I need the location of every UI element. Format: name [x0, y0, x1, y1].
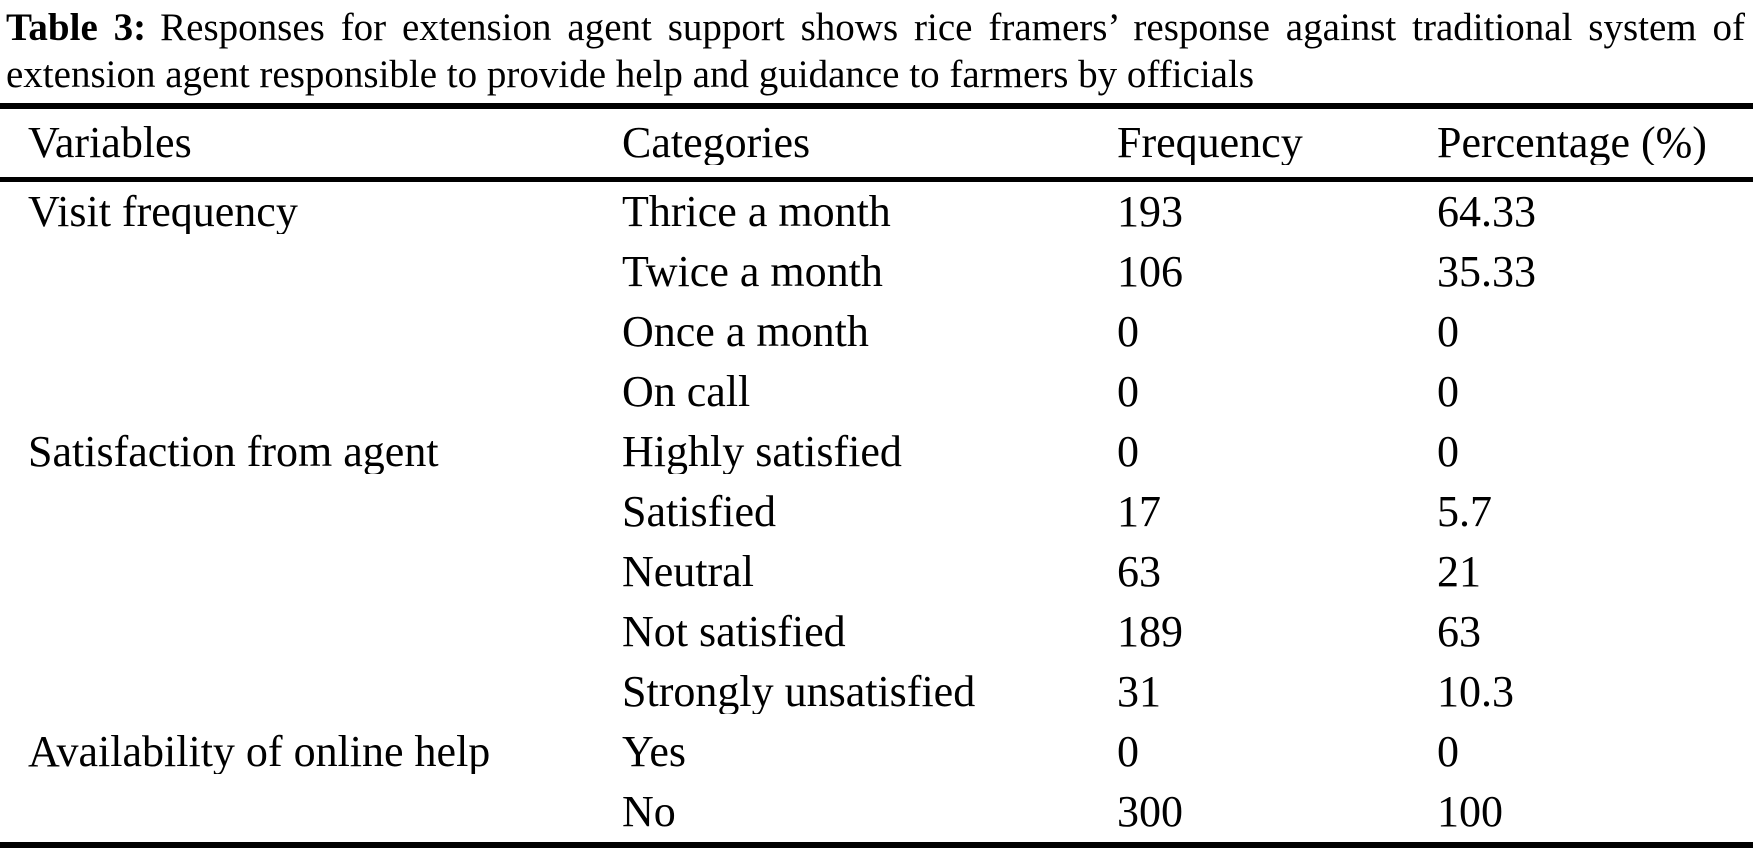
table-row: Twice a month 106 35.33 [0, 242, 1753, 302]
percentage-cell: 0 [1437, 730, 1459, 774]
frequency-cell: 193 [1117, 190, 1183, 234]
frequency-cell: 0 [1117, 430, 1139, 474]
percentage-cell: 10.3 [1437, 670, 1514, 714]
category-cell: Yes [622, 730, 687, 774]
frequency-cell: 106 [1117, 250, 1183, 294]
category-cell: Satisfied [622, 490, 776, 534]
table-row: Once a month 0 0 [0, 302, 1753, 362]
column-header-categories: Categories [622, 121, 811, 165]
percentage-cell: 0 [1437, 430, 1459, 474]
table-row: No 300 100 [0, 782, 1753, 842]
frequency-cell: 17 [1117, 490, 1161, 534]
percentage-cell: 35.33 [1437, 250, 1536, 294]
variable-cell: Visit frequency [28, 190, 298, 234]
frequency-cell: 63 [1117, 550, 1161, 594]
table-row: Strongly unsatisfied 31 10.3 [0, 662, 1753, 722]
table-row: Visit frequency Thrice a month 193 64.33 [0, 182, 1753, 242]
table-bottom-rule [0, 842, 1753, 848]
column-header-percentage: Percentage (%) [1437, 121, 1707, 165]
column-header-frequency: Frequency [1117, 121, 1303, 165]
category-cell: Not satisfied [622, 610, 846, 654]
category-cell: Neutral [622, 550, 754, 594]
table-row: Availability of online help Yes 0 0 [0, 722, 1753, 782]
table-header-row: Variables Categories Frequency Percentag… [0, 109, 1753, 177]
percentage-cell: 63 [1437, 610, 1481, 654]
table-top-rule [0, 103, 1753, 109]
frequency-cell: 189 [1117, 610, 1183, 654]
category-cell: Highly satisfied [622, 430, 902, 474]
table-row: Satisfied 17 5.7 [0, 482, 1753, 542]
category-cell: No [622, 790, 676, 834]
percentage-cell: 5.7 [1437, 490, 1492, 534]
frequency-cell: 300 [1117, 790, 1183, 834]
frequency-cell: 0 [1117, 370, 1139, 414]
table-row: Neutral 63 21 [0, 542, 1753, 602]
table-row: Not satisfied 189 63 [0, 602, 1753, 662]
percentage-cell: 64.33 [1437, 190, 1536, 234]
percentage-cell: 21 [1437, 550, 1481, 594]
percentage-cell: 0 [1437, 370, 1459, 414]
table-row: Satisfaction from agent Highly satisfied… [0, 422, 1753, 482]
variable-cell: Satisfaction from agent [28, 430, 439, 474]
caption-text: Responses for extension agent support sh… [6, 6, 1745, 96]
table-body: Visit frequency Thrice a month 193 64.33… [0, 182, 1753, 842]
table-caption: Table 3: Responses for extension agent su… [0, 0, 1753, 98]
table-row: On call 0 0 [0, 362, 1753, 422]
frequency-cell: 0 [1117, 310, 1139, 354]
variable-cell: Availability of online help [28, 730, 491, 774]
caption-label: Table 3: [6, 6, 147, 49]
column-header-variables: Variables [28, 121, 192, 165]
table-header-rule [0, 177, 1753, 182]
percentage-cell: 0 [1437, 310, 1459, 354]
category-cell: Strongly unsatisfied [622, 670, 976, 714]
percentage-cell: 100 [1437, 790, 1503, 834]
category-cell: On call [622, 370, 751, 414]
category-cell: Once a month [622, 310, 869, 354]
frequency-cell: 0 [1117, 730, 1139, 774]
category-cell: Twice a month [622, 250, 883, 294]
category-cell: Thrice a month [622, 190, 891, 234]
frequency-cell: 31 [1117, 670, 1161, 714]
